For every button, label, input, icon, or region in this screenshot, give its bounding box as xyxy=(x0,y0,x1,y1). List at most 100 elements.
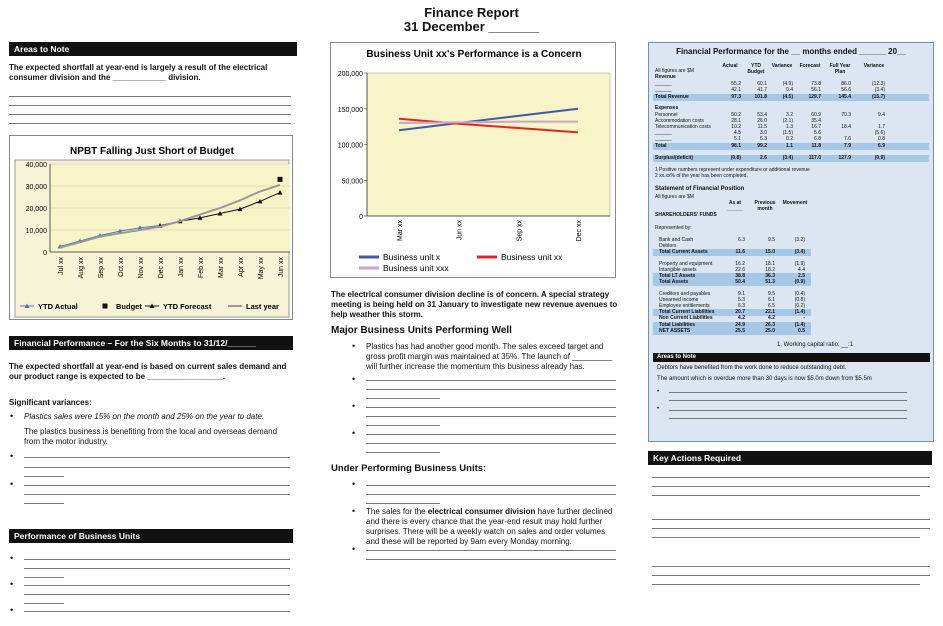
business-unit-chart: Business Unit xx's Performance is a Conc… xyxy=(330,42,616,278)
row-value: 15.0 xyxy=(765,249,775,255)
under-performing-title: Under Performing Business Units: xyxy=(331,463,487,474)
blank-line xyxy=(366,452,440,453)
key-actions-header: Key Actions Required xyxy=(648,451,932,465)
row-value: (5.6) xyxy=(874,130,885,136)
financial-performance-text: The expected shortfall at year-end is ba… xyxy=(9,362,287,381)
row-value: 127.9 xyxy=(838,155,851,161)
data-point xyxy=(277,190,283,195)
bullet-icon: • xyxy=(352,479,356,489)
areas-to-note-header: Areas to Note xyxy=(9,42,297,56)
chart-title: NPBT Falling Just Short of Budget xyxy=(70,146,235,157)
y-tick-label: 0 xyxy=(359,214,363,221)
row-value: 24.9 xyxy=(735,322,745,328)
row-value: 99.2 xyxy=(757,143,767,149)
row-value: 7.6 xyxy=(844,136,851,142)
npbt-chart-svg: NPBT Falling Just Short of Budget 40,000 3… xyxy=(14,146,290,318)
major-units-title: Major Business Units Performing Well xyxy=(331,325,512,336)
row-value: 42.1 xyxy=(731,87,741,93)
y-tick-label: 30,000 xyxy=(26,184,48,191)
expenses-label: Expenses xyxy=(655,105,679,111)
row-value: 97.3 xyxy=(731,94,741,100)
row-value: 10.2 xyxy=(731,124,741,130)
row-value: 101.8 xyxy=(754,94,767,100)
blank-line xyxy=(24,457,290,458)
row-highlight xyxy=(653,278,811,286)
bullet-icon: • xyxy=(657,406,660,412)
row-value: 11.6 xyxy=(735,249,745,255)
blank-line xyxy=(652,537,920,538)
row-value: (0.9) xyxy=(794,279,805,285)
legend-marker xyxy=(102,303,108,309)
blank-line xyxy=(366,416,616,417)
blank-line xyxy=(366,503,440,504)
data-point xyxy=(137,225,143,230)
row-label: Total Revenue xyxy=(655,94,689,100)
data-point xyxy=(117,228,123,234)
row-value: (1.4) xyxy=(794,322,805,328)
row-value: 0.2 xyxy=(786,136,793,142)
blank-line xyxy=(366,407,616,408)
row-value: 38.8 xyxy=(735,273,745,279)
row-highlight xyxy=(653,142,929,150)
blank-line xyxy=(9,96,291,97)
blank-line xyxy=(366,434,616,435)
row-value: 1.3 xyxy=(786,124,793,130)
row-value: 60.1 xyxy=(757,81,767,87)
row-label: Accommodation costs xyxy=(655,118,704,124)
x-tick-label: Jun xx xyxy=(278,257,285,278)
y-tick-label: 50,000 xyxy=(342,178,364,185)
row-value: 145.4 xyxy=(838,94,851,100)
row-value: - xyxy=(803,315,805,321)
chart-title: Business Unit xx's Performance is a Conc… xyxy=(366,49,581,60)
row-value: (3.4) xyxy=(794,249,805,255)
row-value: 28.1 xyxy=(731,118,741,124)
blank-line xyxy=(366,559,616,560)
row-value: (1.5) xyxy=(782,130,793,136)
blank-line xyxy=(652,477,930,478)
blank-line xyxy=(652,575,930,576)
row-value: 3.2 xyxy=(786,112,793,118)
bullet-icon: • xyxy=(352,428,356,438)
x-tick-label: May xx xyxy=(258,257,265,280)
row-value: 6.8 xyxy=(814,136,821,142)
legend-label: Budget xyxy=(116,302,142,311)
row-value: 1.7 xyxy=(878,124,885,130)
row-label: NET ASSETS xyxy=(659,328,691,334)
y-tick-label: 40,000 xyxy=(26,162,48,169)
blank-line xyxy=(652,519,930,520)
working-capital-ratio: 1. Working capital ratio: __:1 xyxy=(777,342,853,348)
performance-business-units-header: Performance of Business Units xyxy=(9,529,293,543)
bullet-icon: • xyxy=(10,553,14,563)
row-value: 53.4 xyxy=(757,112,767,118)
sales-post: have further declined and there is every… xyxy=(366,507,613,546)
row-value: 50.4 xyxy=(735,279,745,285)
y-tick-label: 10,000 xyxy=(26,228,48,235)
row-value: 26.3 xyxy=(765,322,775,328)
row-value: (12.3) xyxy=(871,81,885,87)
blank-line xyxy=(24,585,290,586)
row-label: Unearned income xyxy=(659,297,699,303)
blank-line xyxy=(24,494,290,495)
x-tick-label: Mar xx xyxy=(397,220,404,242)
report-title: Finance Report xyxy=(424,5,519,20)
row-value: 41.7 xyxy=(757,87,767,93)
row-value: 7.9 xyxy=(844,143,851,149)
business-unit-chart-svg: Business Unit xx's Performance is a Conc… xyxy=(338,49,611,273)
financial-performance-panel: Financial Performance for the __ months … xyxy=(648,42,934,442)
row-label: Telecommunication costs xyxy=(655,124,711,130)
sofp-col-header: As at ______ xyxy=(726,200,744,212)
row-value: 2.6 xyxy=(760,155,767,161)
row-value: 5.3 xyxy=(738,297,745,303)
note-1: 1 Positive numbers represent under expen… xyxy=(655,167,810,173)
bullet-icon: • xyxy=(352,401,356,411)
blank-line xyxy=(652,495,920,496)
row-value: (3.4) xyxy=(874,87,885,93)
x-tick-label: Sep xx xyxy=(516,220,523,242)
row-value: 86.0 xyxy=(841,81,851,87)
sales-bold: electrical consumer division xyxy=(427,507,536,516)
legend-label: Business unit x xyxy=(383,252,441,262)
all-figures-note: All figures are $M xyxy=(655,68,694,74)
data-point xyxy=(197,215,203,220)
col-header: Variance xyxy=(771,63,793,69)
row-value: (0.8) xyxy=(794,297,805,303)
